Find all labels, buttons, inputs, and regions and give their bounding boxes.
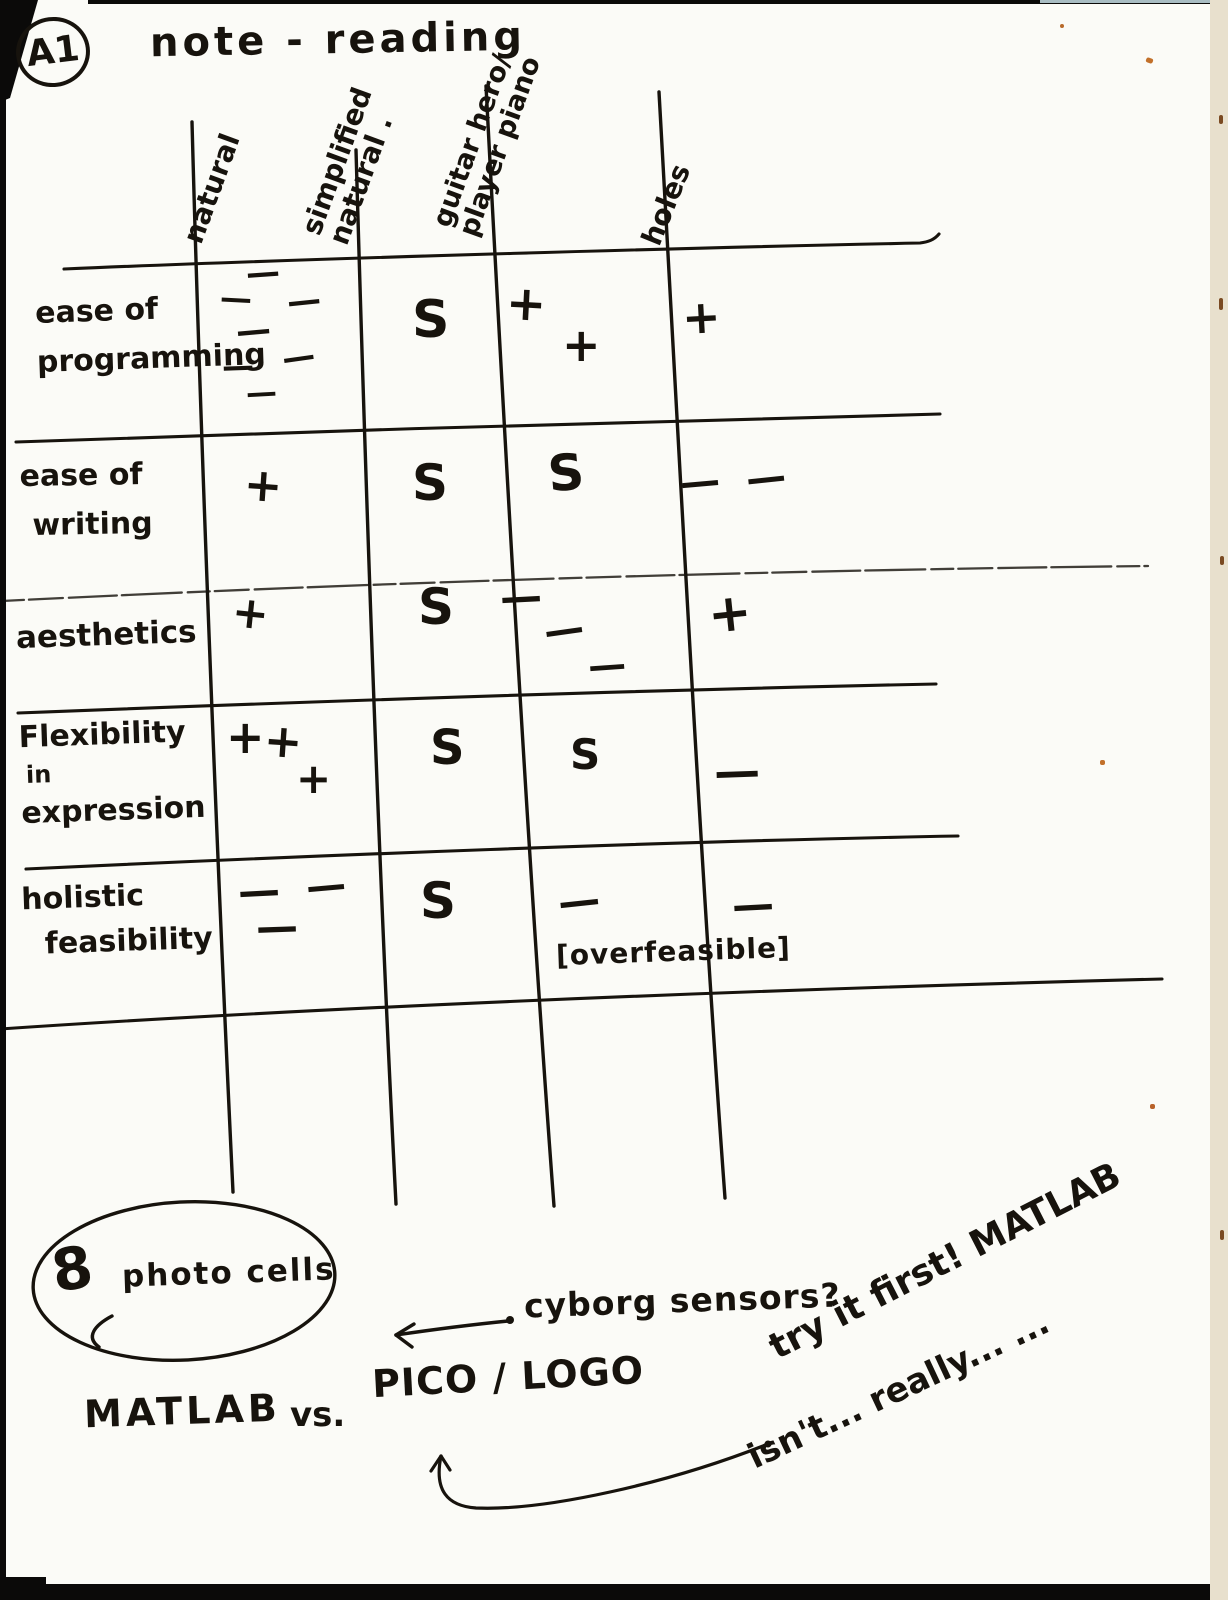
arrow-to-pico-icon [429, 1440, 772, 1510]
cell-mark: — [730, 878, 776, 931]
cell-mark: — [678, 457, 722, 507]
photo-cells-oval [31, 1200, 337, 1362]
cell-mark: — [304, 861, 348, 911]
cell-mark: — [586, 641, 628, 689]
ink-speck [1220, 1230, 1224, 1240]
ink-speck [1220, 556, 1224, 565]
table-grid-horizontal-lines [0, 232, 1164, 1031]
matlab-label: MATLAB [83, 1385, 282, 1437]
cell-mark: — [219, 278, 253, 318]
cell-mark: + [229, 586, 272, 641]
ink-speck [1100, 760, 1105, 765]
ink-speck [1060, 24, 1064, 28]
cell-mark: + [242, 456, 285, 514]
cell-mark: — [279, 334, 318, 379]
photo-cells-label: photo cells [121, 1251, 337, 1295]
cell-mark: — [255, 901, 299, 952]
ink-speck [1219, 298, 1223, 310]
cell-mark: + [562, 318, 601, 372]
row-label-ease-of-writing: ease of writing [19, 457, 153, 543]
cell-mark: + [226, 710, 265, 764]
cell-mark: + [296, 754, 332, 803]
scan-edge-bottom-left [0, 1577, 46, 1587]
cell-mark: — [234, 309, 273, 353]
page-title: note - reading [149, 13, 527, 67]
scan-edge-top-tint [1040, 0, 1228, 3]
row-label-flexibility-in-expression: Flexibility in expression [18, 714, 207, 831]
row-label-holistic-feasibility: holistic feasibility [20, 878, 214, 962]
ink-speck [1219, 115, 1223, 124]
cell-mark: S [420, 872, 457, 930]
scan-corner-wedge [0, 0, 38, 102]
cell-mark: + [704, 581, 755, 647]
ink-speck [1150, 1104, 1155, 1109]
scan-edge-top [88, 0, 1228, 4]
oval-curl-stroke [90, 1314, 114, 1349]
cell-mark: S [418, 578, 455, 636]
cell-mark: — [555, 873, 603, 928]
cell-mark: S [412, 290, 450, 350]
cell-mark: S [570, 730, 601, 779]
scan-edge-bottom [0, 1584, 1228, 1600]
cell-mark: S [545, 442, 587, 504]
cell-mark: — [713, 743, 761, 799]
cell-mark: — [743, 453, 789, 503]
cell-mark: + [504, 274, 548, 334]
row-label-aesthetics: aesthetics [15, 613, 198, 657]
cell-mark: + [680, 289, 722, 345]
cell-mark: — [285, 279, 323, 323]
arrow-to-photo-cells-icon [394, 1316, 514, 1349]
cell-mark: S [430, 720, 465, 776]
overfeasible-note: [overfeasible] [555, 930, 792, 973]
table-grid-vertical-lines [190, 84, 727, 1208]
cell-mark: S [412, 454, 449, 512]
scan-edge-right [1210, 0, 1228, 1600]
cell-mark: — [245, 374, 278, 412]
cell-mark: — [498, 570, 544, 623]
scan-edge-left [0, 0, 6, 1600]
corner-label: A1 [24, 27, 82, 76]
vs-label: vs. [290, 1395, 346, 1435]
cell-mark: — [540, 604, 588, 656]
